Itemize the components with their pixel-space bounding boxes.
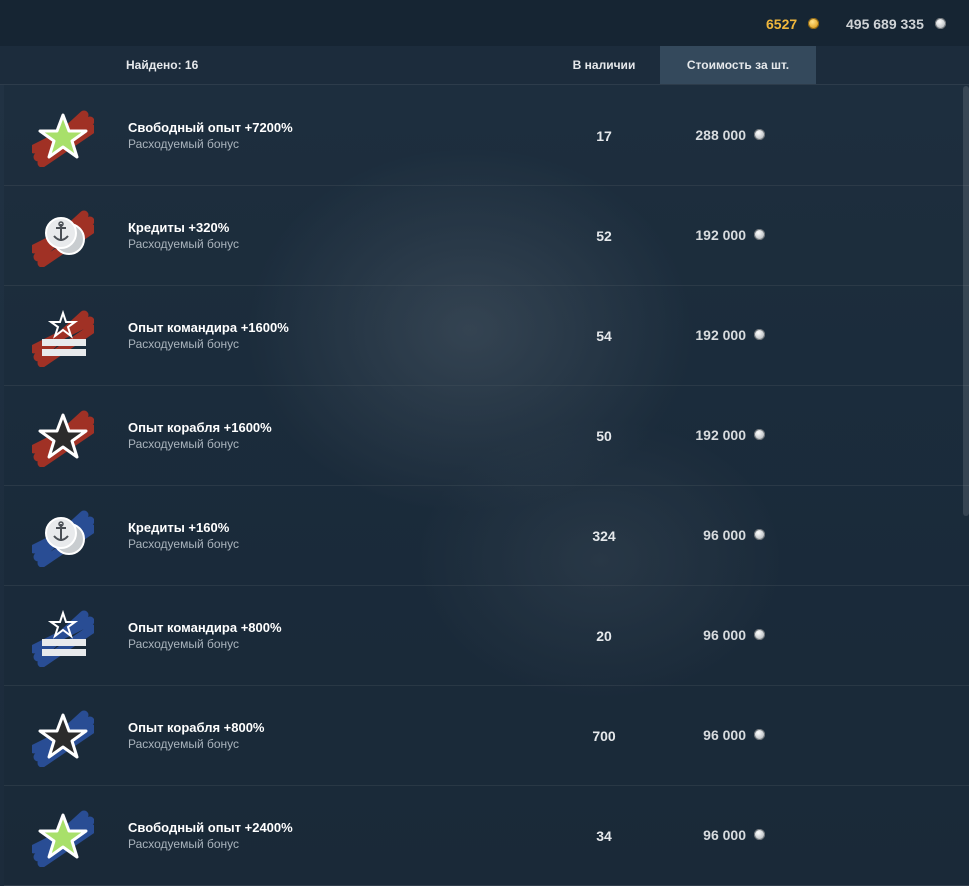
item-name: Кредиты +320% [128,220,230,235]
silver-coin-icon [754,729,765,740]
gold-coin-icon [808,18,819,29]
silver-coin-icon [754,229,765,240]
item-price: 192 000 [695,227,746,243]
item-name: Опыт командира +1600% [128,320,289,335]
credits-coins-icon [29,205,97,268]
found-count: Найдено: 16 [126,58,199,72]
item-type: Расходуемый бонус [128,737,240,751]
item-price: 96 000 [703,827,746,843]
commander-stripes-icon [29,605,97,668]
star-light-green-icon [29,105,97,168]
item-type: Расходуемый бонус [128,537,240,551]
list-item[interactable]: Опыт командира +800% Расходуемый бонус 20 9… [4,585,969,686]
silver-coin-icon [754,329,765,340]
list-item[interactable]: Свободный опыт +2400% Расходуемый бонус 34… [4,785,969,886]
list-item[interactable]: Кредиты +320% Расходуемый бонус 52 192 000 [4,185,969,286]
item-price: 192 000 [695,327,746,343]
silver-coin-icon [754,829,765,840]
item-type: Расходуемый бонус [128,837,240,851]
list-item[interactable]: Опыт корабля +800% Расходуемый бонус 700 96… [4,685,969,786]
item-stock: 52 [596,228,612,244]
item-name: Опыт корабля +800% [128,720,265,735]
item-price: 192 000 [695,427,746,443]
item-stock: 324 [592,528,616,544]
star-dark-icon [29,405,97,468]
item-price: 96 000 [703,627,746,643]
item-stock: 54 [596,328,612,344]
item-price: 96 000 [703,527,746,543]
item-type: Расходуемый бонус [128,237,240,251]
star-light-green-icon [29,805,97,868]
sort-cost-header[interactable]: Стоимость за шт. [660,46,816,84]
list-item[interactable]: Опыт командира +1600% Расходуемый бонус 54… [4,285,969,386]
scrollbar[interactable] [963,86,969,516]
star-dark-icon [29,705,97,768]
gold-amount: 6527 [766,16,798,32]
item-stock: 700 [592,728,616,744]
item-price: 288 000 [695,127,746,143]
silver-coin-icon [754,429,765,440]
item-type: Расходуемый бонус [128,637,240,651]
item-name: Свободный опыт +7200% [128,120,293,135]
silver-coin-icon [754,129,765,140]
item-stock: 20 [596,628,612,644]
item-name: Свободный опыт +2400% [128,820,293,835]
silver-coin-icon [754,629,765,640]
list-item[interactable]: Свободный опыт +7200% Расходуемый бонус 17… [4,85,969,186]
commander-stripes-icon [29,305,97,368]
list-header: Найдено: 16 В наличии Стоимость за шт. [0,46,969,85]
item-name: Опыт корабля +1600% [128,420,272,435]
item-stock: 50 [596,428,612,444]
silver-amount: 495 689 335 [846,16,924,32]
sort-in-stock-header[interactable]: В наличии [572,58,636,72]
top-bar: 6527 495 689 335 [0,0,969,47]
item-stock: 17 [596,128,612,144]
list-item[interactable]: Опыт корабля +1600% Расходуемый бонус 50 19… [4,385,969,486]
item-stock: 34 [596,828,612,844]
item-type: Расходуемый бонус [128,137,240,151]
item-price: 96 000 [703,727,746,743]
silver-coin-icon [935,18,946,29]
list-item[interactable]: Кредиты +160% Расходуемый бонус 324 96 000 [4,485,969,586]
credits-coins-icon [29,505,97,568]
item-name: Опыт командира +800% [128,620,282,635]
silver-coin-icon [754,529,765,540]
item-type: Расходуемый бонус [128,437,240,451]
item-name: Кредиты +160% [128,520,230,535]
item-type: Расходуемый бонус [128,337,240,351]
